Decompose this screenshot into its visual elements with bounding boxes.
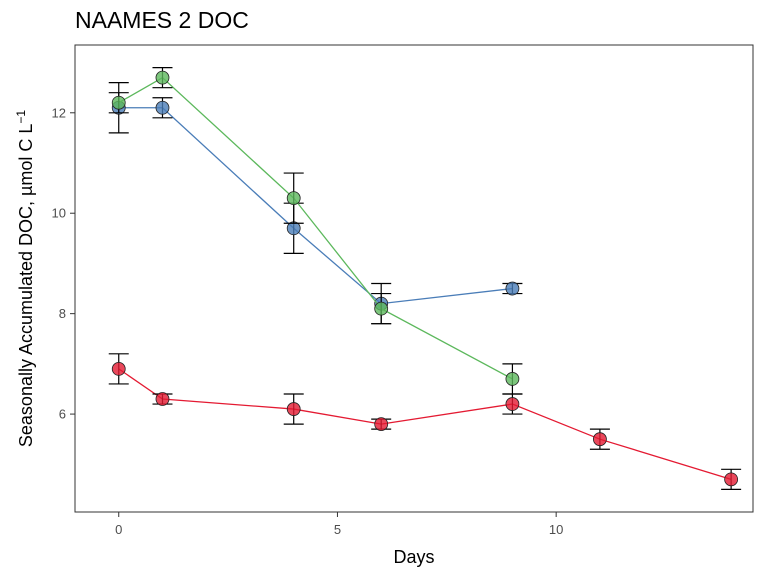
data-point [374, 417, 389, 432]
data-point [505, 397, 520, 411]
data-point [593, 432, 607, 447]
series-line [118, 368, 732, 480]
axis-ticks: 0 5 10 6 8 10 12 [52, 105, 564, 537]
series-line [118, 107, 513, 305]
y-tick-label: 12 [52, 105, 66, 120]
series-3 [108, 353, 742, 491]
y-axis-title-main: Seasonally Accumulated DOC, µmol C L [16, 124, 36, 448]
plot-panel [74, 44, 754, 513]
y-tick-label: 8 [59, 306, 66, 321]
x-axis-title: Days [393, 547, 434, 567]
series-group [108, 66, 742, 491]
y-tick-label: 6 [59, 407, 66, 422]
data-point [155, 100, 170, 115]
series-1 [108, 82, 523, 325]
chart-title: NAAMES 2 DOC [75, 7, 249, 33]
x-tick-label: 0 [115, 522, 122, 537]
data-point [505, 281, 520, 296]
x-tick-label: 10 [549, 522, 563, 537]
data-point [155, 392, 170, 406]
data-point [111, 361, 126, 376]
x-tick-label: 5 [334, 522, 341, 537]
data-point [111, 95, 126, 110]
y-axis-title: Seasonally Accumulated DOC, µmol C L−1 [14, 110, 36, 448]
series-2 [108, 66, 523, 395]
y-axis-title-superscript: −1 [14, 110, 28, 124]
data-point [374, 301, 389, 316]
data-point [505, 372, 520, 386]
data-point [155, 70, 170, 85]
data-point [724, 472, 739, 487]
series-line [118, 76, 513, 380]
y-tick-label: 10 [52, 206, 66, 221]
data-point [286, 402, 301, 416]
data-point [286, 191, 301, 206]
